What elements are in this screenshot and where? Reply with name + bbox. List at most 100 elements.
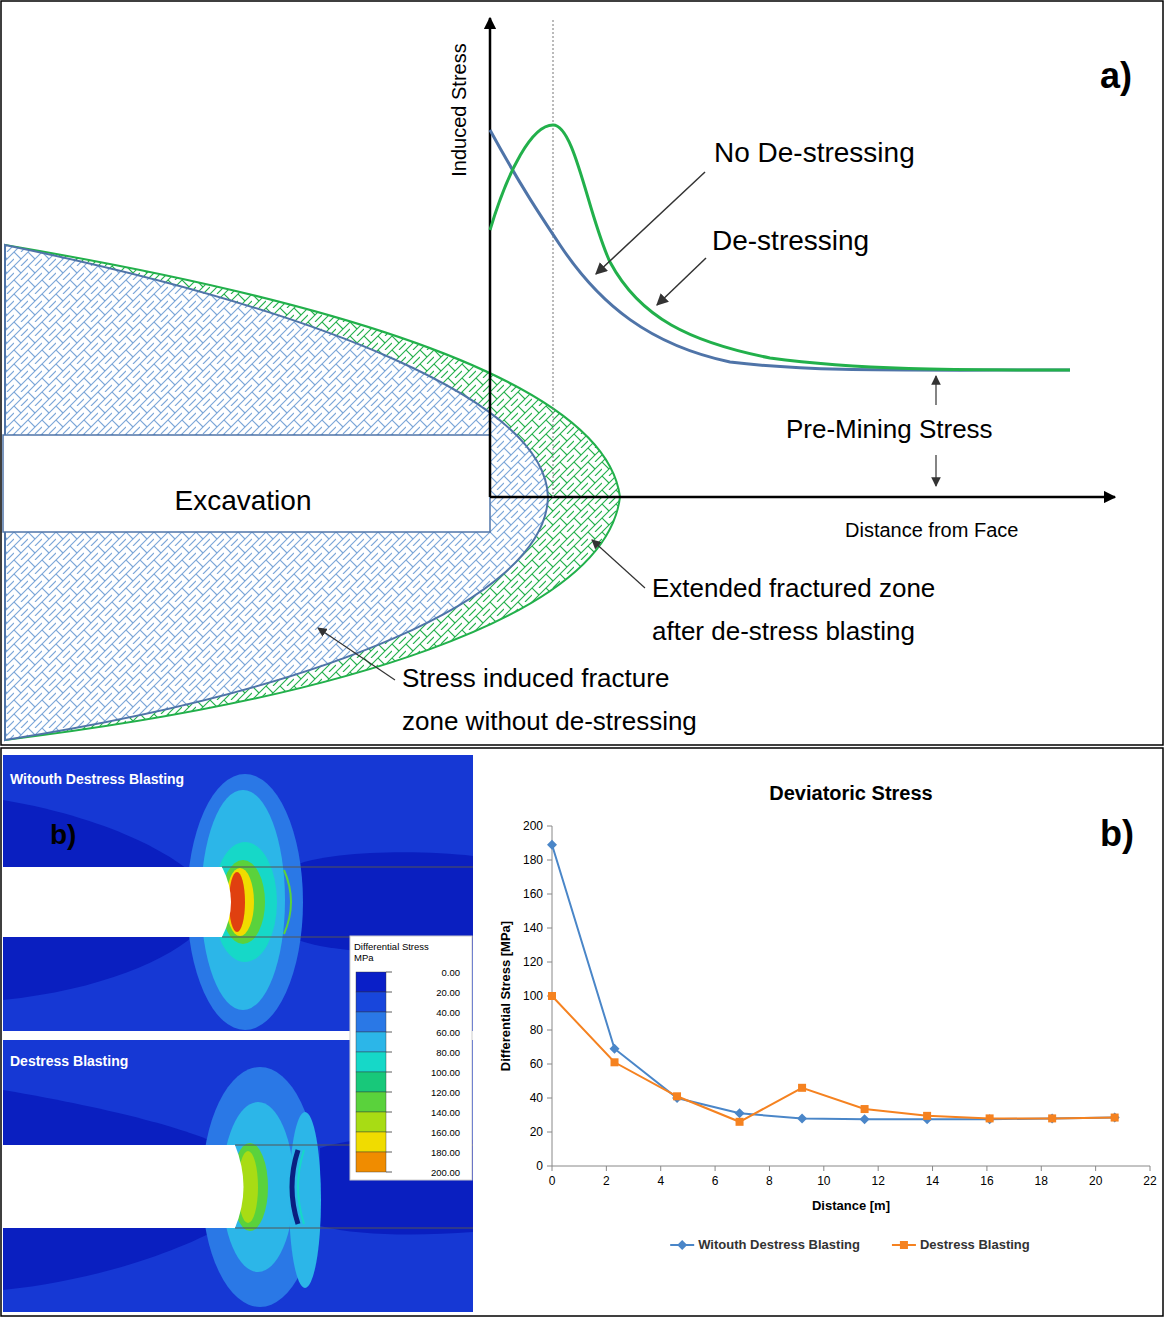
data-point [548, 992, 556, 1000]
tunnel-outline [235, 1228, 473, 1229]
x-tick-label: 0 [549, 1174, 556, 1188]
contour-band [229, 872, 245, 932]
data-point [1110, 1113, 1120, 1123]
panel-frame [1, 748, 1163, 1316]
colorbar-swatch [356, 1152, 386, 1172]
colorbar-label: 100.00 [431, 1067, 460, 1078]
zone-label: Stress induced fracture [402, 663, 669, 693]
x-tick-label: 22 [1143, 1174, 1157, 1188]
x-tick-label: 20 [1089, 1174, 1103, 1188]
contour-arc [298, 1150, 304, 1224]
axis-title: Distance from Face [845, 519, 1018, 541]
colorbar-label: 160.00 [431, 1127, 460, 1138]
x-tick-label: 12 [872, 1174, 886, 1188]
excavation-label: Excavation [175, 485, 312, 516]
colorbar-title: Differential Stress [354, 941, 429, 952]
x-tick [552, 1166, 553, 1171]
colorbar-tick [386, 972, 392, 973]
colorbar-swatch [356, 992, 386, 1012]
y-tick [547, 928, 552, 929]
legend-marker [677, 1240, 687, 1250]
colorbar-label: 80.00 [436, 1047, 460, 1058]
legend-item: Destress Blasting [892, 1237, 1030, 1252]
leader [592, 540, 645, 588]
x-tick-label: 18 [1035, 1174, 1049, 1188]
panel-a: Excavation Induced Stress Distance from Fa… [1, 1, 1163, 745]
data-point [547, 840, 557, 850]
legend: Witouth Destress Blasting Destress Blasti… [670, 1237, 1030, 1252]
tunnel-outline [222, 867, 473, 868]
x-axis-line [552, 1166, 1150, 1167]
y-tick [547, 860, 552, 861]
leader [657, 258, 706, 305]
colorbar-tick [386, 1152, 392, 1153]
y-axis [489, 18, 492, 497]
colorbar-tick [386, 1072, 392, 1073]
y-tick-label: 20 [530, 1125, 544, 1139]
y-tick-label: 120 [523, 955, 543, 969]
axis-title: Induced Stress [448, 43, 470, 176]
colorbar-label: 140.00 [431, 1107, 460, 1118]
x-tick [823, 1166, 824, 1171]
legend-label: Witouth Destress Blasting [698, 1237, 860, 1252]
x-tick [986, 1166, 987, 1171]
data-point [923, 1112, 931, 1120]
colorbar-label: 180.00 [431, 1147, 460, 1158]
data-point [1111, 1114, 1119, 1122]
baseline-label: Pre-Mining Stress [786, 414, 993, 444]
data-point [611, 1058, 619, 1066]
y-tick [547, 1166, 552, 1167]
x-tick [606, 1166, 607, 1171]
x-tick [932, 1166, 933, 1171]
legend-label: Destress Blasting [920, 1237, 1030, 1252]
x-tick [660, 1166, 661, 1171]
x-tick [878, 1166, 879, 1171]
colorbar-tick [386, 992, 392, 993]
data-point [798, 1084, 806, 1092]
data-point [735, 1108, 745, 1118]
colorbar-swatch [356, 972, 386, 992]
colorbar: Differential StressMPa0.0020.0040.0060.0… [350, 936, 472, 1180]
image-title: Destress Blasting [10, 1053, 128, 1069]
y-tick [547, 1132, 552, 1133]
panel-letter: b) [50, 819, 76, 850]
colorbar-box [350, 936, 472, 1180]
data-point [736, 1118, 744, 1126]
tunnel [3, 867, 231, 937]
colorbar-label: 40.00 [436, 1007, 460, 1018]
y-tick-label: 80 [530, 1023, 544, 1037]
data-point [672, 1093, 682, 1103]
contour-arc [284, 870, 291, 934]
x-axis [490, 496, 1115, 499]
legend-marker [900, 1241, 908, 1249]
colorbar-swatch [356, 1072, 386, 1092]
panel-frame [1, 1, 1163, 745]
colorbar-label: 120.00 [431, 1087, 460, 1098]
line-chart: Deviatoric Stressb)020406080100120140160… [498, 782, 1157, 1252]
panel-letter: a) [1100, 55, 1132, 96]
data-point [797, 1113, 807, 1123]
y-tick [547, 1030, 552, 1031]
colorbar-tick [386, 1092, 392, 1093]
series-line [552, 845, 1115, 1120]
y-tick-label: 40 [530, 1091, 544, 1105]
y-tick-label: 60 [530, 1057, 544, 1071]
colorbar-swatch [356, 1032, 386, 1052]
colorbar-tick [386, 1012, 392, 1013]
y-tick-label: 200 [523, 819, 543, 833]
x-tick-label: 4 [657, 1174, 664, 1188]
x-tick-label: 8 [766, 1174, 773, 1188]
zone-label: after de-stress blasting [652, 616, 915, 646]
data-point [986, 1114, 994, 1122]
legend-item: Witouth Destress Blasting [670, 1237, 860, 1252]
contour-band [289, 1112, 321, 1288]
series-line [552, 996, 1115, 1122]
colorbar-swatch [356, 1052, 386, 1072]
leader [596, 172, 705, 274]
zone-label: zone without de-stressing [402, 706, 697, 736]
panel-letter: b) [1100, 813, 1134, 854]
colorbar-tick [386, 1052, 392, 1053]
x-tick [1041, 1166, 1042, 1171]
x-tick-label: 2 [603, 1174, 610, 1188]
colorbar-swatch [356, 1092, 386, 1112]
